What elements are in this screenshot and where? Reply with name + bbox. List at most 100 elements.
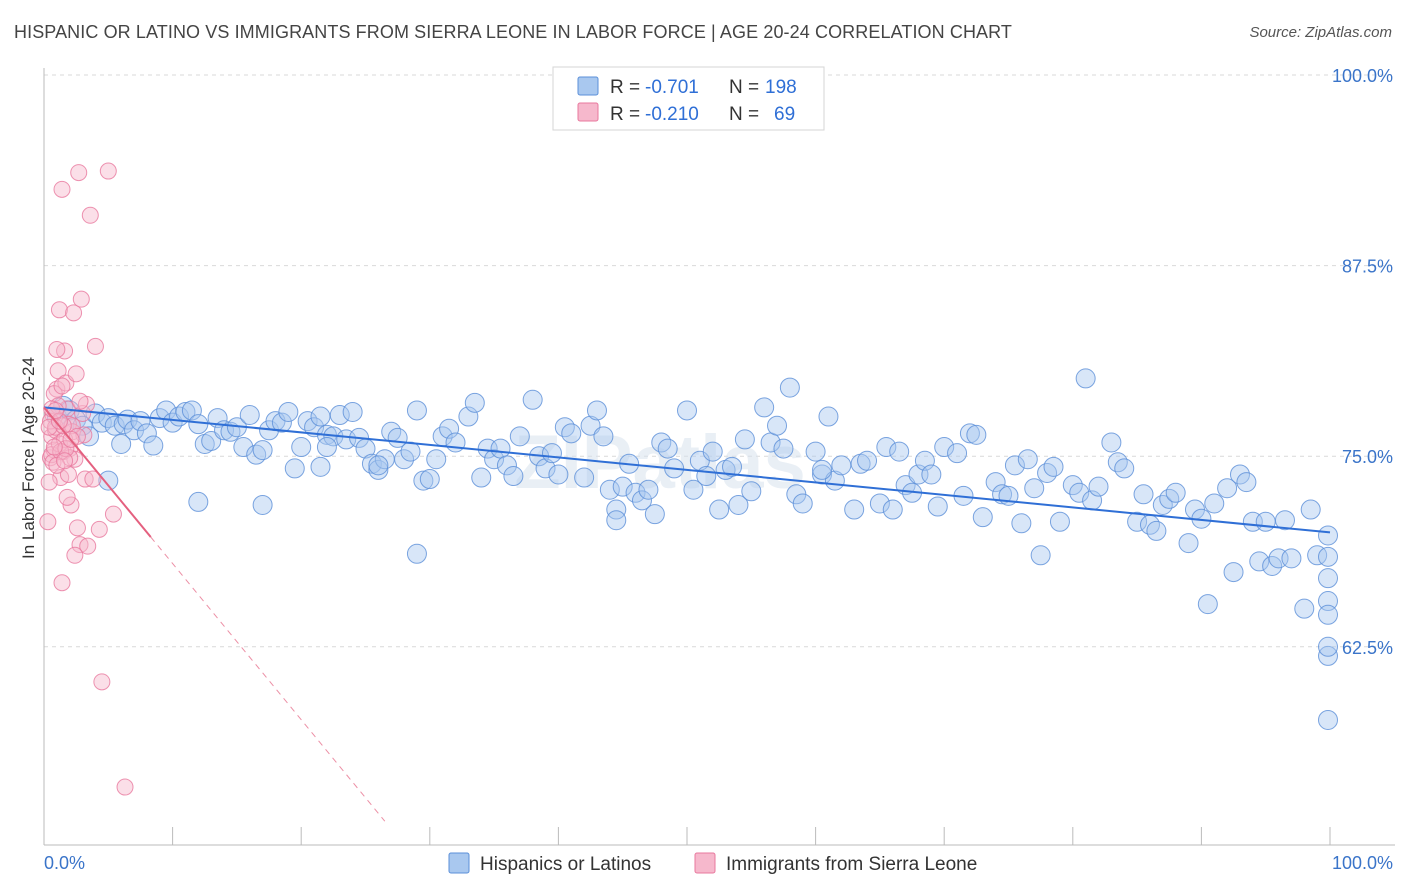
hispanic-point <box>1178 533 1199 554</box>
sierra-leone-point <box>56 452 74 470</box>
hispanic-point <box>1049 511 1070 532</box>
hispanic-point <box>876 437 897 458</box>
hispanic-point <box>284 458 305 479</box>
hispanic-point <box>580 415 601 436</box>
hispanic-point <box>612 476 633 497</box>
hispanic-point <box>136 423 157 444</box>
series-legend: Hispanics or Latinos Immigrants from Sie… <box>448 852 977 875</box>
hispanic-point <box>1307 545 1328 566</box>
sierra-leone-point <box>45 438 63 456</box>
hispanic-point <box>792 493 813 514</box>
hispanic-point <box>586 400 607 421</box>
hispanic-point <box>1030 545 1051 566</box>
sierra-leone-point <box>116 778 134 796</box>
hispanic-point <box>869 493 890 514</box>
hispanic-point <box>509 426 530 447</box>
hispanic-point <box>947 443 968 464</box>
hispanic-point <box>927 496 948 517</box>
hispanic-point <box>934 437 955 458</box>
hispanic-point <box>985 472 1006 493</box>
hispanic-point <box>992 484 1013 505</box>
hispanic-point <box>702 441 723 462</box>
hispanic-point <box>1152 494 1173 515</box>
hispanic-point <box>361 453 382 474</box>
hispanic-point <box>1255 511 1276 532</box>
hispanic-point <box>1236 472 1257 493</box>
hispanic-point <box>1075 368 1096 389</box>
hispanic-point <box>329 405 350 426</box>
hispanic-point <box>1017 449 1038 470</box>
hispanic-point <box>844 499 865 520</box>
sierra-leone-point <box>79 537 97 555</box>
hispanic-point <box>722 456 743 477</box>
hispanic-point <box>98 470 119 491</box>
hispanic-point <box>651 432 672 453</box>
sierra-leone-point <box>39 513 57 531</box>
hispanic-point <box>1318 709 1338 730</box>
legend-swatch-blue <box>577 76 599 96</box>
hispanic-point <box>606 499 627 520</box>
hispanic-point <box>599 479 620 500</box>
hispanic-point <box>921 464 942 485</box>
hispanic-point <box>368 455 389 476</box>
hispanic-point <box>1127 511 1148 532</box>
hispanic-point <box>709 499 730 520</box>
hispanic-point <box>316 437 337 458</box>
legend-r-value: -0.210 <box>645 104 699 125</box>
hispanic-point <box>644 504 665 525</box>
sierra-leone-point <box>61 449 79 467</box>
hispanic-point <box>426 449 447 470</box>
hispanic-point <box>1107 452 1128 473</box>
hispanic-point <box>541 443 562 464</box>
hispanic-point <box>1274 510 1295 531</box>
sierra-leone-point <box>53 377 71 395</box>
sierra-leone-point <box>58 488 76 506</box>
sierra-leone-point <box>65 304 83 322</box>
hispanic-point <box>445 432 466 453</box>
hispanic-point <box>400 441 421 462</box>
hispanic-point <box>683 479 704 500</box>
hispanic-point <box>143 435 164 456</box>
hispanic-point <box>812 459 833 480</box>
hispanic-point <box>406 400 427 421</box>
hispanic-point <box>1318 604 1338 625</box>
legend-label-sierra-leone: Immigrants from Sierra Leone <box>726 854 977 875</box>
hispanic-point <box>342 401 363 422</box>
hispanic-point <box>767 415 788 436</box>
hispanic-point <box>741 481 762 502</box>
hispanic-point <box>657 438 678 459</box>
hispanic-point <box>831 455 852 476</box>
sierra-leone-point <box>59 465 77 483</box>
hispanic-point <box>233 437 254 458</box>
hispanic-point <box>734 429 755 450</box>
chart-title: HISPANIC OR LATINO VS IMMIGRANTS FROM SI… <box>14 22 1013 42</box>
sierra-leone-point <box>71 392 89 410</box>
hispanic-point <box>419 469 440 490</box>
sierra-leone-point <box>48 380 66 398</box>
sierra-leone-trend-extension <box>150 536 386 822</box>
legend-n-value: 198 <box>765 77 797 98</box>
hispanic-point <box>201 430 222 451</box>
hispanic-point <box>593 426 614 447</box>
hispanic-point <box>966 424 987 445</box>
correlation-legend: R = -0.701 N = 198 R = -0.210 N = 69 <box>552 66 825 131</box>
hispanic-point <box>1004 455 1025 476</box>
hispanic-point <box>1024 478 1045 499</box>
sierra-leone-point <box>53 180 71 198</box>
hispanic-point <box>548 464 569 485</box>
hispanic-point <box>1159 488 1180 509</box>
hispanic-point <box>1204 493 1225 514</box>
hispanic-point <box>959 423 980 444</box>
hispanic-point <box>368 459 389 480</box>
hispanic-point <box>1133 484 1154 505</box>
hispanic-point <box>535 458 556 479</box>
tick-labels: 62.5% 75.0% 87.5% 100.0% 0.0% 100.0% <box>44 66 1393 873</box>
hispanic-point <box>1114 458 1135 479</box>
sierra-leone-point <box>93 673 111 691</box>
sierra-leone-point <box>67 365 85 383</box>
hispanic-point <box>252 494 273 515</box>
y-tick-label: 62.5% <box>1342 638 1393 658</box>
sierra-leone-point <box>50 301 68 319</box>
sierra-leone-trend-line <box>43 406 152 538</box>
sierra-leone-point <box>75 426 93 444</box>
